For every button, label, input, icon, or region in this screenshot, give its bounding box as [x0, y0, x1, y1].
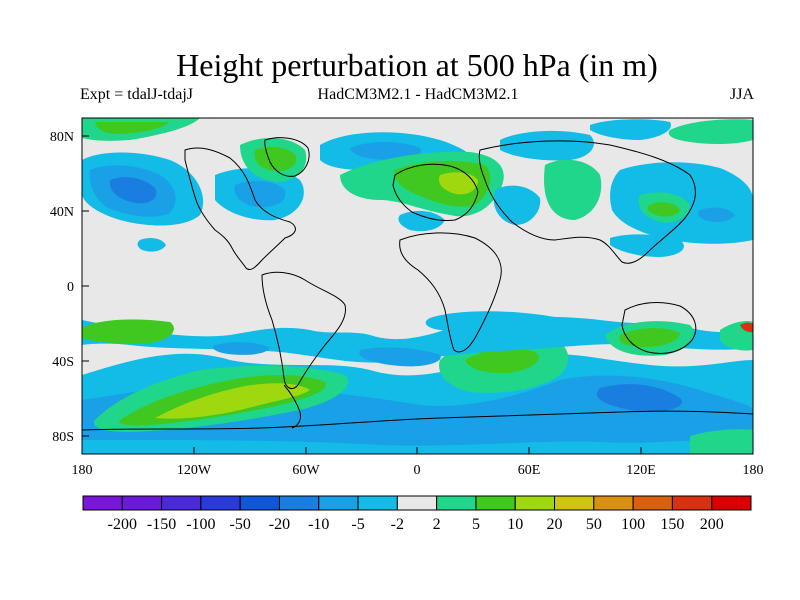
colorbar-swatch: [396, 495, 438, 511]
colorbar-label: -20: [269, 516, 290, 533]
x-tick-label: 180: [743, 463, 764, 478]
anomaly-north-pacific-edge-pos-core: [95, 122, 170, 134]
anomaly-arctic-neg-core: [350, 142, 421, 160]
y-axis-labels: 80N 40N 0 40S 80S: [50, 130, 74, 445]
anomaly-south-africa-positive-core: [465, 348, 539, 374]
colorbar-swatch: [161, 495, 202, 511]
colorbar-swatch: [554, 495, 595, 511]
anomaly-south-atlantic-neg-core: [359, 347, 441, 367]
anomaly-west-pacific-positive-core: [647, 202, 680, 217]
colorbar-label: 200: [700, 516, 724, 533]
anomaly-australia-positive-core: [619, 327, 680, 348]
anomaly-south-pacific-neg-core: [213, 342, 270, 355]
coast-south-america: [261, 271, 347, 389]
coast-africa: [399, 232, 502, 353]
anomaly-tropical-asia-neg: [610, 234, 684, 257]
season-label: JJA: [729, 86, 754, 103]
colorbar-label: 10: [507, 516, 523, 533]
colorbar-swatch: [278, 495, 320, 511]
anomaly-arctic-east-positive: [668, 119, 753, 145]
anomaly-greenland-positive-core: [254, 146, 297, 172]
colorbar-label: -10: [308, 516, 329, 533]
colorbar-label: 20: [547, 516, 563, 533]
coast-north-america: [184, 147, 296, 271]
colorbar-label: -100: [186, 516, 215, 533]
anomaly-east-pacific-positive: [82, 319, 174, 344]
coast-europe: [392, 163, 479, 221]
colorbar-label: -150: [147, 516, 176, 533]
anomaly-south-america-positive-core: [155, 383, 310, 419]
y-tick-label: 40N: [50, 205, 74, 220]
colorbar-swatch: [711, 495, 752, 511]
coast-antarctic-peninsula: [283, 384, 301, 429]
coast-australia: [621, 302, 697, 354]
colorbar-swatch: [593, 495, 634, 511]
colorbar-label: -2: [391, 516, 404, 533]
anomaly-europe-positive-core: [438, 172, 478, 195]
colorbar-label: 150: [660, 516, 684, 533]
map-title: Height perturbation at 500 hPa (in m): [176, 47, 658, 83]
colorbar-swatch: [671, 495, 713, 511]
model-label: HadCM3M2.1 - HadCM3M2.1: [317, 86, 519, 103]
y-tick-label: 80N: [50, 130, 74, 145]
colorbar-label: -5: [351, 516, 364, 533]
anomaly-southern-midlat-neg: [82, 316, 753, 363]
colorbar-swatch: [239, 495, 280, 511]
colorbar-swatch: [82, 495, 123, 511]
anomaly-tropical-pacific-neg: [137, 237, 166, 252]
coast-asia: [478, 140, 696, 264]
colorbar-labels: -200 -150 -100 -50 -20 -10 -5 -2 2 5 10 20 50 100 150 2…: [108, 516, 724, 533]
colorbar-swatch: [632, 495, 673, 511]
anomaly-tropical-south-neg: [425, 311, 577, 337]
anomaly-north-america-neg-core: [234, 180, 286, 208]
colorbar-label: 2: [433, 516, 441, 533]
colorbar-label: 50: [586, 516, 602, 533]
x-tick-label: 0: [414, 463, 421, 478]
colorbar-label: -50: [230, 516, 251, 533]
anomaly-arctic-east-neg: [590, 119, 671, 140]
anomaly-pacific-north-neg-core: [697, 207, 735, 223]
map-panel: [82, 118, 753, 454]
x-tick-label: 120W: [177, 463, 212, 478]
colorbar-swatch: [318, 495, 359, 511]
coast-antarctica: [82, 410, 753, 431]
anomaly-siberia-neg: [500, 130, 594, 161]
x-tick-label: 60W: [292, 463, 320, 478]
colorbar-swatch: [475, 495, 516, 511]
axis-ticks: [81, 135, 754, 454]
colorbar-swatch: [436, 495, 477, 511]
x-tick-label: 60E: [518, 463, 541, 478]
colorbar-swatch: [514, 495, 556, 511]
colorbar-label: 5: [472, 516, 480, 533]
anomaly-east-pacific-red: [740, 322, 753, 333]
y-tick-label: 40S: [52, 355, 74, 370]
anomaly-southern-belt-core: [596, 384, 682, 412]
anomaly-southern-polar-pos: [690, 429, 753, 454]
colorbar-label: 100: [621, 516, 645, 533]
coastlines: [82, 137, 753, 431]
anomaly-asia-positive: [544, 159, 602, 220]
x-tick-label: 120E: [626, 463, 656, 478]
experiment-label: Expt = tdalJ-tdajJ: [80, 86, 194, 103]
colorbar: [82, 495, 752, 511]
y-tick-label: 80S: [52, 430, 74, 445]
anomaly-north-pacific-neg-core: [109, 177, 157, 204]
y-tick-label: 0: [67, 280, 74, 295]
anomaly-mid-atlantic-neg: [398, 210, 445, 232]
colorbar-label: -200: [108, 516, 137, 533]
x-tick-label: 180: [72, 463, 93, 478]
coast-greenland: [264, 137, 310, 177]
colorbar-swatch: [357, 495, 398, 511]
colorbar-swatch: [200, 495, 241, 511]
colorbar-swatch: [121, 495, 163, 511]
x-axis-labels: 180 120W 60W 0 60E 120E 180: [72, 463, 764, 478]
